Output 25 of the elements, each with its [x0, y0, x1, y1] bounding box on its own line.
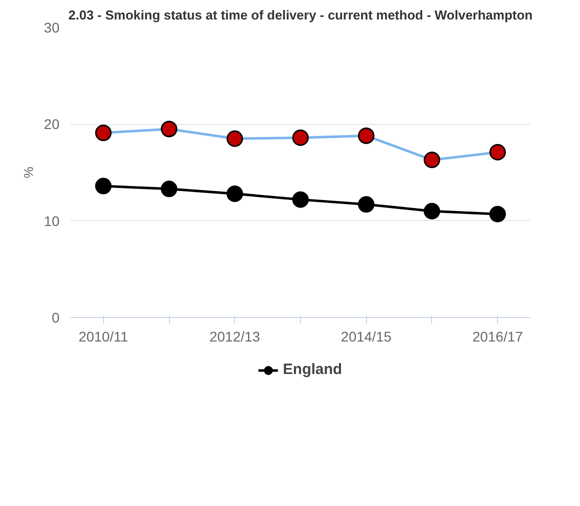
x-tick-label: 2016/17: [472, 328, 524, 344]
point: [358, 128, 374, 144]
point: [95, 124, 112, 142]
x-tick-label: 2014/15: [340, 328, 392, 344]
point: [424, 152, 440, 168]
point: [489, 144, 506, 160]
x-tick-label: 2010/11: [78, 328, 128, 344]
y-axis-title: %: [20, 166, 36, 178]
y-tick-label: 0: [52, 310, 60, 326]
chart-title: 2.03 - Smoking status at time of delivery - current method - Wolverhampton: [68, 8, 533, 22]
point: [226, 186, 244, 202]
point: [226, 130, 244, 147]
y-tick-label: 30: [44, 20, 60, 36]
point: [292, 129, 309, 146]
point: [358, 196, 374, 213]
point: [292, 191, 309, 208]
point: [160, 120, 178, 138]
y-tick-label: 10: [44, 212, 60, 229]
point: [95, 178, 112, 194]
point: [424, 202, 440, 220]
y-tick-label: 20: [44, 116, 60, 132]
point: [160, 180, 178, 198]
legend-label: England: [282, 361, 342, 378]
point: [489, 206, 506, 222]
x-tick-label: 2012/13: [209, 328, 260, 344]
